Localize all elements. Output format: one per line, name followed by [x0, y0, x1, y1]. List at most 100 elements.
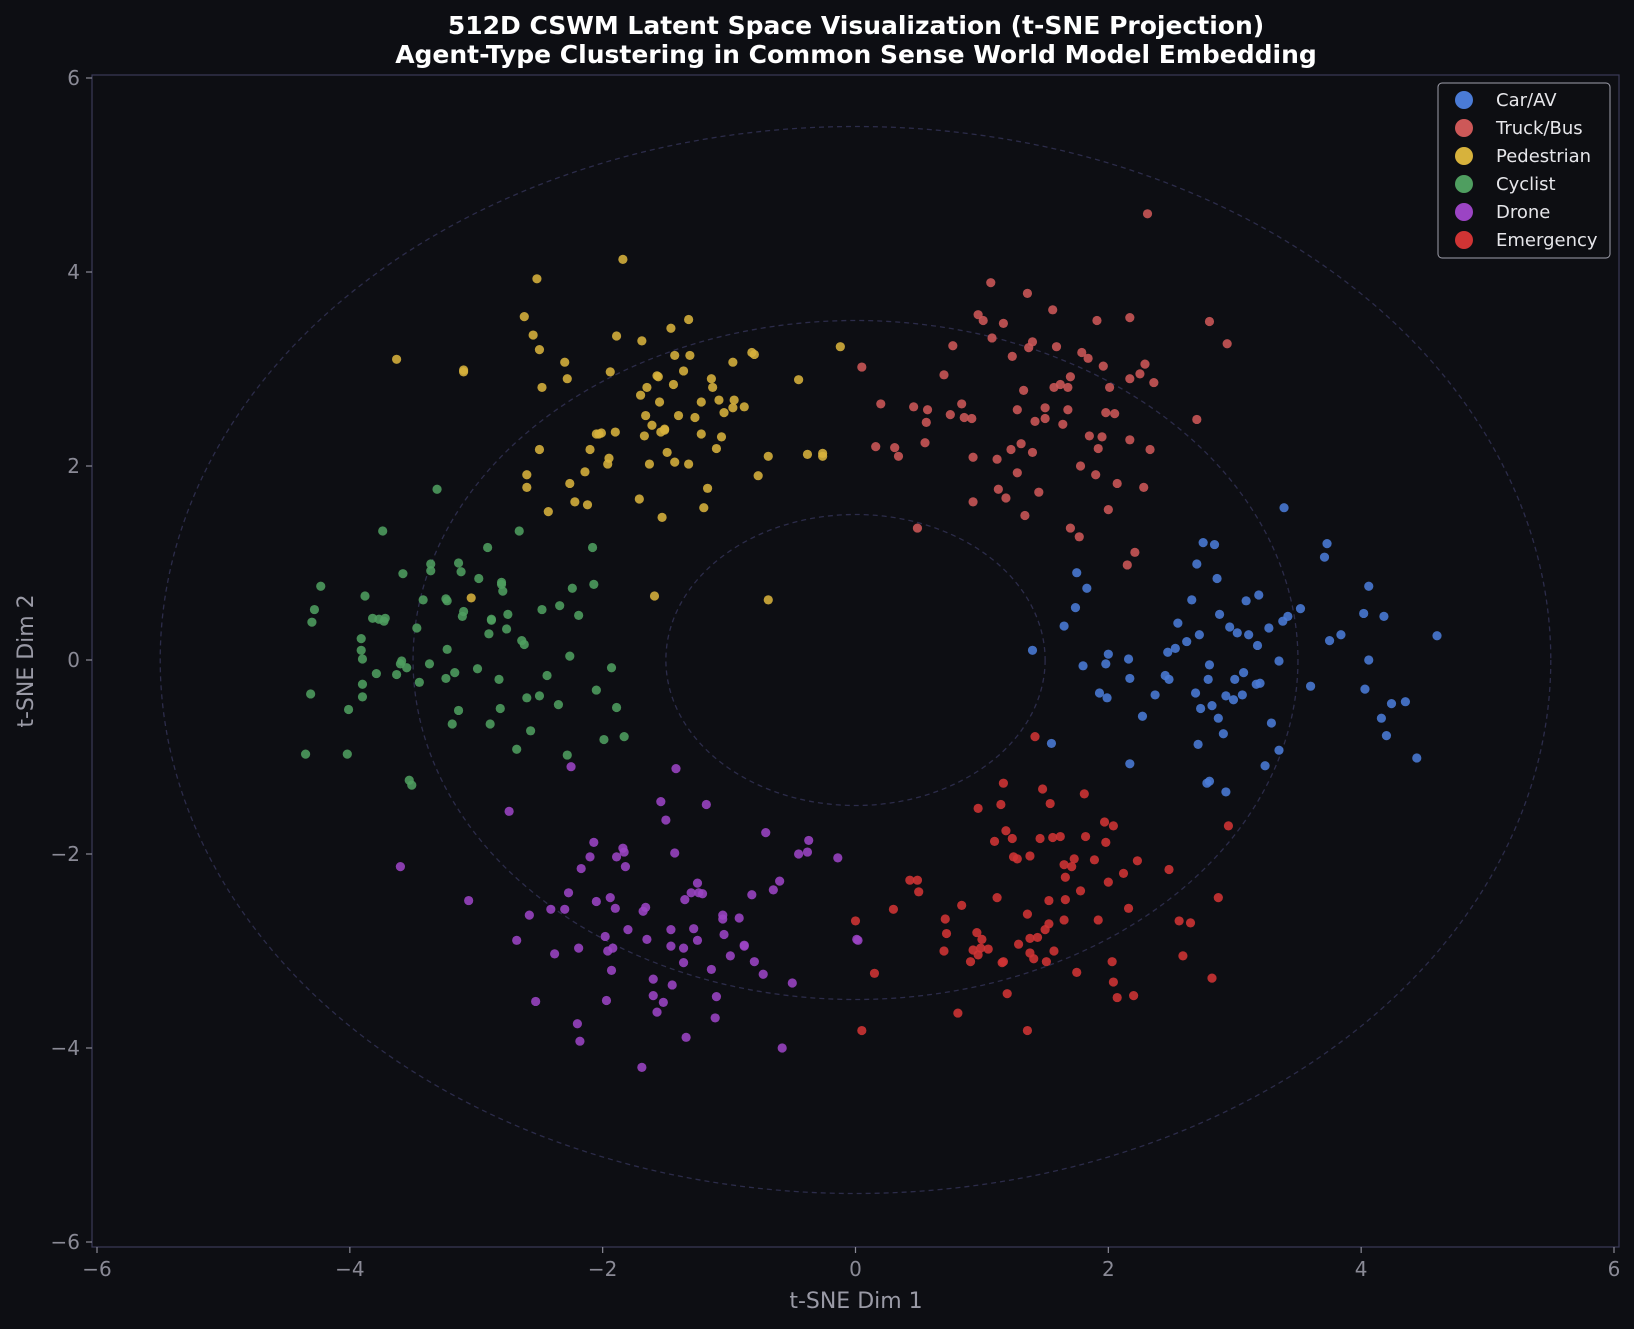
data-point	[432, 484, 442, 494]
data-point	[619, 847, 629, 857]
data-point	[637, 336, 647, 346]
data-point	[542, 670, 552, 681]
data-point	[514, 526, 524, 536]
data-point	[464, 895, 474, 906]
data-point	[850, 916, 861, 926]
data-point	[678, 366, 689, 376]
data-point	[1012, 854, 1022, 864]
data-point	[495, 703, 505, 714]
data-point	[1222, 339, 1232, 349]
data-point	[804, 835, 814, 846]
data-point	[402, 663, 412, 673]
data-point	[716, 432, 727, 442]
legend: Car/AV Truck/Bus Pedestrian Cyclist Drone Eme…	[1437, 82, 1611, 259]
data-point	[681, 1032, 691, 1042]
data-point	[591, 896, 601, 907]
data-point	[998, 318, 1009, 329]
data-point	[1007, 833, 1017, 844]
data-point	[725, 951, 735, 961]
data-point	[371, 668, 381, 679]
data-point	[357, 692, 368, 702]
series-emergency	[850, 732, 1234, 1036]
data-point	[418, 595, 428, 605]
data-point	[1091, 470, 1101, 480]
data-point	[1336, 630, 1346, 640]
data-point	[641, 410, 651, 421]
data-point	[1194, 630, 1204, 640]
x-axis: −6 −4 −2 0 2 4 6	[82, 1247, 1620, 1281]
data-point	[1027, 447, 1038, 458]
data-point	[398, 569, 408, 579]
x-tick-label: −2	[588, 1257, 617, 1281]
data-point	[1077, 347, 1087, 358]
data-point	[1132, 856, 1143, 866]
data-point	[668, 379, 679, 390]
data-point	[1044, 895, 1054, 906]
data-point	[1101, 659, 1111, 669]
data-point	[1376, 713, 1386, 723]
data-point	[1069, 854, 1079, 864]
data-point	[1072, 568, 1082, 578]
data-point	[656, 797, 666, 807]
data-point	[1164, 864, 1174, 875]
data-point	[504, 806, 514, 816]
legend-marker	[1455, 91, 1473, 109]
data-point	[857, 362, 867, 372]
data-point	[684, 314, 694, 325]
data-point	[512, 744, 522, 754]
data-point	[1207, 700, 1217, 711]
y-tick-label: −2	[51, 842, 80, 866]
data-point	[1170, 643, 1180, 653]
data-point	[670, 457, 680, 467]
data-point	[1035, 833, 1045, 844]
data-point	[620, 862, 631, 872]
data-point	[658, 997, 668, 1008]
data-point	[1083, 353, 1093, 363]
data-point	[666, 925, 676, 935]
data-point	[1022, 1025, 1033, 1036]
data-point	[537, 382, 547, 393]
data-point	[450, 668, 460, 678]
data-point	[316, 581, 326, 591]
data-point	[1006, 444, 1016, 455]
data-point	[763, 595, 773, 605]
data-point	[905, 875, 915, 885]
data-point	[1187, 595, 1197, 605]
data-point	[474, 573, 484, 584]
data-point	[1178, 951, 1188, 961]
x-axis-label: t-SNE Dim 1	[789, 1289, 922, 1314]
x-tick-label: 0	[849, 1257, 862, 1281]
data-point	[472, 664, 483, 674]
data-point	[1279, 503, 1289, 513]
data-point	[1048, 305, 1058, 315]
data-point	[992, 454, 1002, 464]
data-point	[585, 444, 595, 455]
data-point	[1149, 377, 1159, 388]
data-point	[484, 629, 494, 639]
data-point	[1112, 992, 1122, 1003]
legend-marker	[1455, 231, 1473, 249]
legend-marker	[1455, 175, 1473, 193]
data-point	[890, 442, 900, 453]
data-point	[922, 405, 933, 415]
data-point	[657, 512, 667, 523]
data-point	[1125, 374, 1135, 384]
data-point	[522, 482, 532, 492]
data-point	[998, 778, 1009, 788]
data-point	[714, 395, 724, 405]
legend-label: Truck/Bus	[1495, 118, 1583, 139]
data-point	[562, 750, 572, 760]
data-point	[641, 902, 651, 912]
data-point	[501, 624, 512, 634]
data-point	[300, 749, 311, 759]
data-point	[647, 420, 657, 430]
data-point	[1055, 831, 1065, 842]
reference-ellipses	[159, 125, 1552, 1195]
data-point	[945, 409, 955, 420]
data-point	[653, 372, 663, 382]
data-point	[496, 579, 507, 589]
data-point	[660, 424, 670, 434]
data-point	[605, 367, 615, 377]
y-tick-label: 4	[67, 260, 80, 284]
data-point	[532, 274, 542, 284]
